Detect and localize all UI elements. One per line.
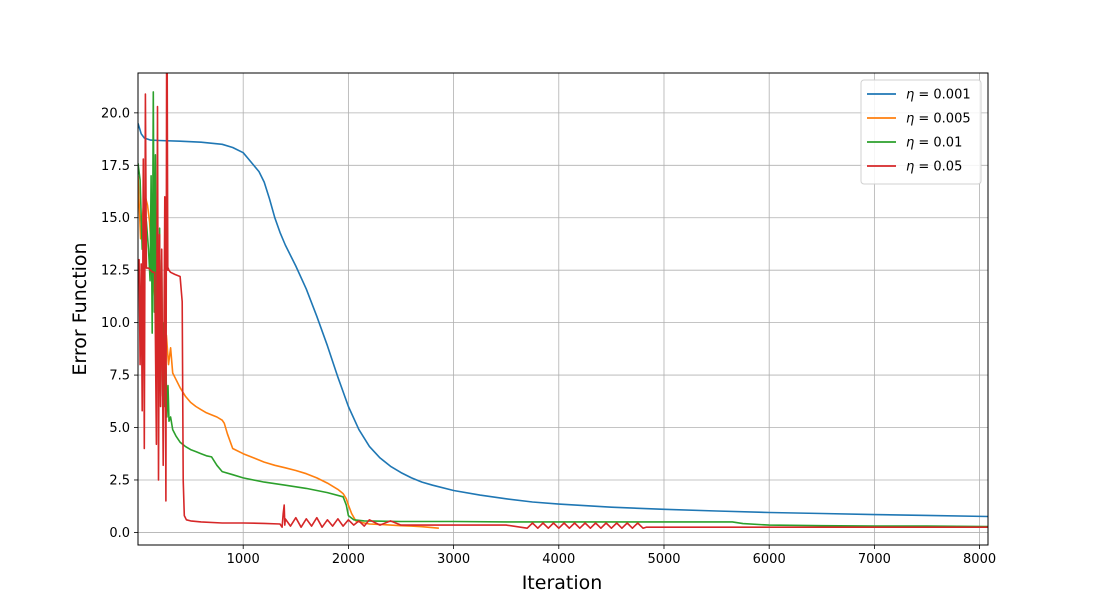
- x-tick-label: 4000: [542, 552, 575, 567]
- legend-symbol: η: [906, 112, 914, 127]
- y-tick-label: 2.5: [109, 473, 130, 488]
- grid: [138, 73, 988, 545]
- x-tick-label: 5000: [647, 552, 680, 567]
- y-tick-label: 15.0: [101, 211, 130, 226]
- legend-value: = 0.005: [914, 112, 970, 127]
- y-tick-label: 10.0: [101, 316, 130, 331]
- y-tick-label: 20.0: [101, 106, 130, 121]
- legend-box: [860, 79, 982, 185]
- legend-value: = 0.001: [914, 88, 970, 103]
- y-axis-label: Error Function: [69, 242, 91, 375]
- x-axis-label: Iteration: [522, 572, 603, 594]
- series-line-3: [138, 73, 988, 530]
- series-line-0: [138, 123, 988, 518]
- series-lines: [138, 73, 988, 530]
- x-axis: 1000 2000 3000 4000 5000 6000 7000 8000: [227, 545, 996, 567]
- legend-symbol: η: [906, 88, 914, 103]
- y-axis: 0.0 2.5 5.0 7.5 10.0 12.5 15.0 17.5 20.0: [101, 106, 138, 541]
- legend-symbol: η: [906, 160, 914, 175]
- legend-entry-3: η = 0.05: [906, 160, 962, 175]
- x-tick-label: 2000: [332, 552, 365, 567]
- y-tick-label: 5.0: [109, 421, 130, 436]
- legend-entry-2: η = 0.01: [906, 136, 962, 151]
- legend-value: = 0.01: [914, 136, 962, 151]
- y-tick-label: 0.0: [109, 526, 130, 541]
- y-tick-label: 7.5: [109, 369, 130, 384]
- legend-symbol: η: [906, 136, 914, 151]
- x-tick-label: 1000: [227, 552, 260, 567]
- x-tick-label: 3000: [437, 552, 470, 567]
- y-tick-label: 17.5: [101, 159, 130, 174]
- x-tick-label: 8000: [963, 552, 996, 567]
- plot-frame: [137, 72, 989, 546]
- x-tick-label: 7000: [858, 552, 891, 567]
- y-tick-label: 12.5: [101, 264, 130, 279]
- legend-entry-1: η = 0.005: [906, 112, 971, 127]
- x-tick-label: 6000: [753, 552, 786, 567]
- legend-entry-0: η = 0.001: [906, 88, 971, 103]
- legend-value: = 0.05: [914, 160, 962, 175]
